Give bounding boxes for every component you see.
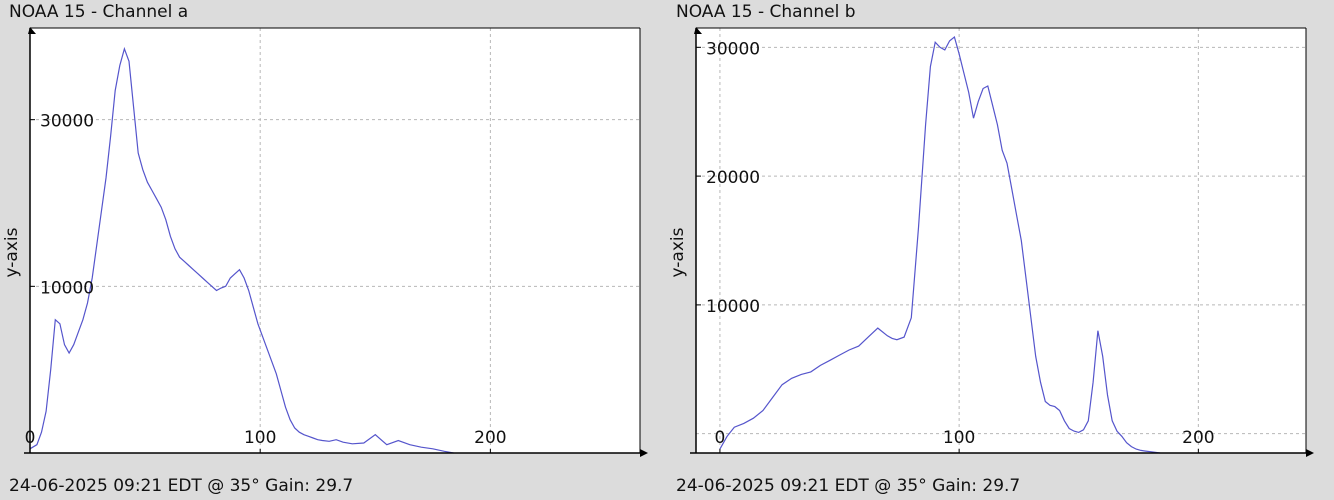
plot-area [696,28,1306,453]
x-tick-label: 200 [1182,428,1214,448]
x-axis-arrow [1306,449,1314,457]
chart-panel-channel-a: NOAA 15 - Channel a 0 100 200 10000 30000 y-a… [2,2,648,496]
x-tick-label: 100 [943,428,975,448]
x-tick-label: 0 [25,428,36,448]
y-tick-label: 10000 [40,278,94,298]
x-tick-label: 200 [474,428,506,448]
x-tick-label: 100 [244,428,276,448]
chart-title: NOAA 15 - Channel b [676,2,856,22]
chart-footer-timestamp: 24-06-2025 09:21 EDT @ 35° Gain: 29.7 [676,476,1021,496]
y-axis-arrow [28,27,36,34]
y-tick-label: 20000 [706,168,760,188]
data-series-line [719,35,1161,454]
chart-plot-channel-b: 0 100 200 10000 20000 30000 y-axis [668,27,1314,457]
plot-area [30,28,640,453]
y-axis-label: y-axis [2,227,22,277]
y-tick-label: 10000 [706,297,760,317]
x-axis-arrow [640,449,648,457]
data-series-line [29,46,454,454]
chart-footer-timestamp: 24-06-2025 09:21 EDT @ 35° Gain: 29.7 [9,476,354,496]
y-tick-label: 30000 [40,112,94,132]
y-tick-label: 30000 [706,39,760,59]
chart-plot-channel-a: 0 100 200 10000 30000 y-axis [2,27,648,457]
y-axis-arrow [694,27,702,34]
y-axis-label: y-axis [668,227,688,277]
chart-title: NOAA 15 - Channel a [9,2,189,22]
x-tick-label: 0 [715,428,726,448]
chart-panel-channel-b: NOAA 15 - Channel b 0 100 200 10000 20000 300… [667,0,1334,500]
